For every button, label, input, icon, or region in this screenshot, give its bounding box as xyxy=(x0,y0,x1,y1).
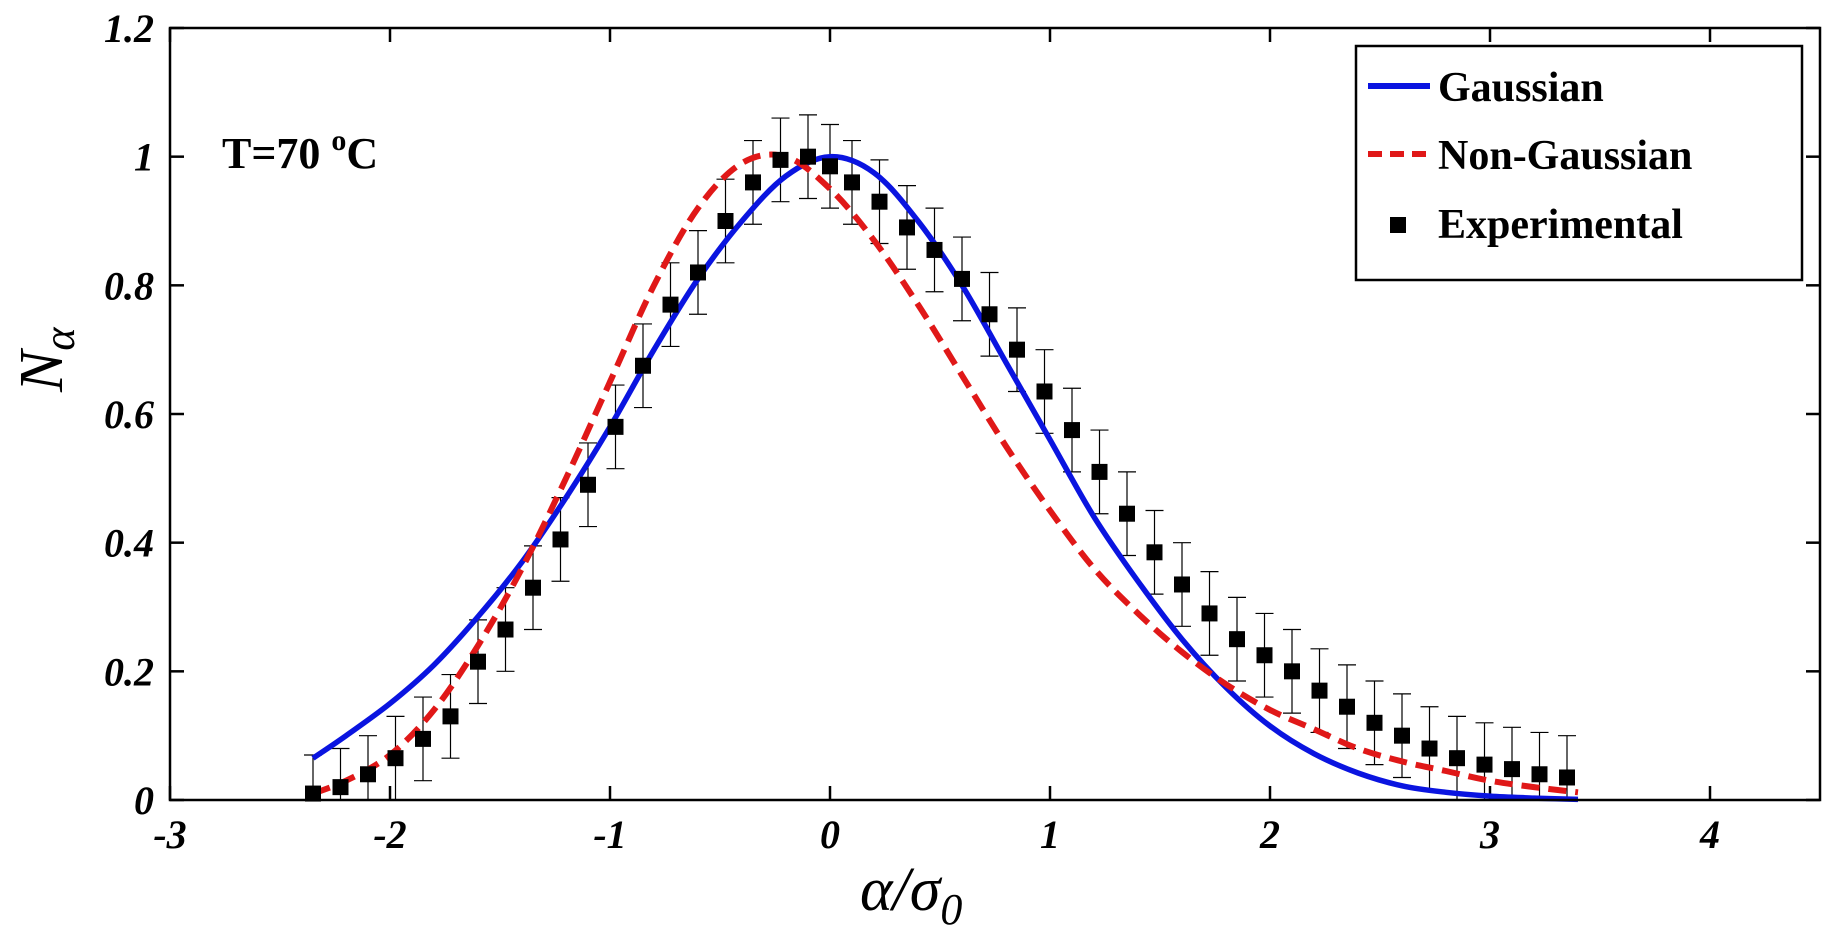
experimental-point xyxy=(1476,756,1493,773)
experimental-point xyxy=(635,357,651,374)
experimental-point xyxy=(717,213,734,229)
y-axis-label-main: N xyxy=(8,347,76,393)
experimental-point xyxy=(1064,422,1080,439)
experimental-point xyxy=(1366,714,1383,731)
legend-box xyxy=(1354,44,1804,282)
experimental-point xyxy=(871,193,888,210)
experimental-point xyxy=(387,750,404,767)
experimental-point xyxy=(899,219,915,236)
experimental-point xyxy=(1531,766,1548,783)
experimental-point xyxy=(745,174,761,191)
x-axis-label-main: α/σ xyxy=(860,856,943,924)
x-tick-label: -3 xyxy=(153,812,186,857)
experimental-point xyxy=(1311,682,1328,699)
experimental-point xyxy=(1421,740,1438,757)
y-tick-label: 0 xyxy=(134,778,154,823)
legend-gaussian-label: Gaussian xyxy=(1438,65,1604,111)
non-gaussian-line xyxy=(311,151,1579,797)
legend: Gaussian Non-Gaussian Experimental xyxy=(1354,44,1804,282)
experimental-point xyxy=(844,174,860,191)
experimental-point xyxy=(442,708,459,725)
experimental-point xyxy=(552,531,569,548)
temperature-annotation: T=70 oC xyxy=(222,124,378,178)
temperature-annotation-degree: o xyxy=(331,124,346,157)
series-layer xyxy=(304,114,1579,803)
y-tick-label: 1 xyxy=(134,135,154,180)
experimental-point xyxy=(1119,505,1135,522)
y-tick-label: 0.6 xyxy=(104,392,154,437)
experimental-point xyxy=(305,785,321,802)
experimental-point xyxy=(981,306,998,323)
legend-experimental-swatch xyxy=(1390,217,1406,233)
x-tick-label: 1 xyxy=(1040,812,1060,857)
x-tick-label: -1 xyxy=(593,812,626,857)
temperature-annotation-value: T=70 xyxy=(222,129,331,178)
experimental-point xyxy=(1174,576,1190,593)
experimental-point xyxy=(1559,769,1575,786)
legend-experimental-label: Experimental xyxy=(1438,202,1683,248)
experimental-point xyxy=(954,270,970,287)
experimental-point xyxy=(1394,727,1410,744)
tick-labels: -3 -2 -1 0 1 2 3 4 0 0.2 0.4 0.6 0.8 1 1.2 xyxy=(104,6,1720,857)
experimental-point xyxy=(800,148,816,165)
experimental-point xyxy=(690,264,706,281)
y-axis-label-sub: α xyxy=(35,327,84,351)
x-axis-label-sub: 0 xyxy=(940,885,962,928)
x-tick-label: 2 xyxy=(1259,812,1280,857)
y-tick-label: 0.4 xyxy=(104,521,154,566)
experimental-point xyxy=(1449,750,1465,767)
x-tick-label: 4 xyxy=(1699,812,1720,857)
experimental-point xyxy=(1201,605,1218,622)
experimental-point xyxy=(1339,698,1355,715)
experimental-point xyxy=(926,241,943,258)
experimental-point xyxy=(1284,663,1300,680)
experimental-point xyxy=(525,579,541,596)
experimental-point xyxy=(1036,383,1053,400)
experimental-point xyxy=(822,158,838,175)
x-tick-label: 3 xyxy=(1479,812,1500,857)
experimental-point xyxy=(1504,761,1520,778)
x-tick-label: -2 xyxy=(373,812,406,857)
y-tick-label: 0.2 xyxy=(104,649,154,694)
x-tick-label: 0 xyxy=(820,812,840,857)
experimental-point xyxy=(1009,341,1025,358)
experimental-point xyxy=(360,766,376,783)
y-tick-label: 1.2 xyxy=(104,6,154,51)
experimental-point xyxy=(1146,544,1163,561)
legend-non-gaussian-label: Non-Gaussian xyxy=(1438,133,1692,179)
experimental-point xyxy=(662,296,679,313)
y-axis-label: Nα xyxy=(8,327,84,393)
experimental-point xyxy=(1091,463,1108,480)
experimental-point xyxy=(607,418,624,435)
x-axis-label: α/σ0 xyxy=(860,856,962,928)
experimental-point xyxy=(470,653,486,670)
experimental-point xyxy=(772,151,789,168)
experimental-markers xyxy=(305,148,1575,802)
axis-ticks xyxy=(168,26,1820,802)
temperature-annotation-unit: C xyxy=(346,129,378,178)
experimental-point xyxy=(332,779,349,796)
plot-frame xyxy=(168,26,1822,802)
experimental-point xyxy=(415,730,431,747)
experimental-point xyxy=(1256,647,1273,664)
y-tick-label: 0.8 xyxy=(104,263,154,308)
experimental-point xyxy=(497,621,514,638)
experimental-point xyxy=(580,476,596,493)
experimental-point xyxy=(1229,631,1245,648)
